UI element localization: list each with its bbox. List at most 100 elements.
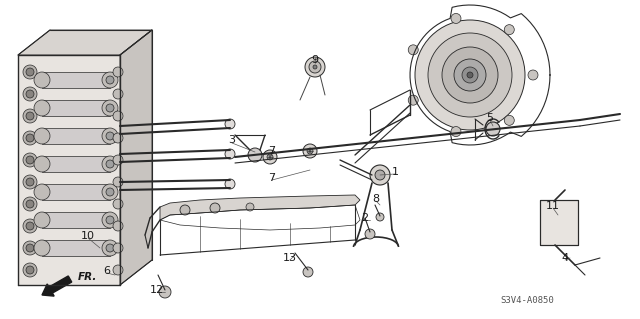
Circle shape (26, 112, 34, 120)
Circle shape (428, 33, 512, 117)
Text: 6: 6 (104, 266, 111, 276)
Circle shape (23, 131, 37, 145)
Polygon shape (18, 30, 152, 55)
Circle shape (113, 265, 123, 275)
Circle shape (376, 213, 384, 221)
Circle shape (106, 188, 114, 196)
Circle shape (528, 70, 538, 80)
Circle shape (451, 127, 461, 137)
Circle shape (26, 178, 34, 186)
Text: 11: 11 (546, 201, 560, 211)
Circle shape (408, 45, 418, 55)
Circle shape (23, 241, 37, 255)
Circle shape (23, 87, 37, 101)
Circle shape (34, 72, 50, 88)
Polygon shape (18, 55, 120, 285)
Circle shape (34, 128, 50, 144)
Circle shape (486, 122, 500, 136)
Circle shape (26, 266, 34, 274)
Circle shape (26, 200, 34, 208)
Text: 7: 7 (268, 146, 276, 156)
Circle shape (415, 20, 525, 130)
Polygon shape (160, 195, 360, 220)
Circle shape (442, 47, 498, 103)
Circle shape (34, 212, 50, 228)
Circle shape (26, 244, 34, 252)
Circle shape (313, 65, 317, 69)
Circle shape (106, 132, 114, 140)
Polygon shape (42, 100, 110, 116)
Circle shape (26, 156, 34, 164)
Circle shape (102, 156, 118, 172)
Circle shape (113, 67, 123, 77)
Circle shape (180, 205, 190, 215)
Circle shape (23, 219, 37, 233)
Text: S3V4-A0850: S3V4-A0850 (500, 296, 554, 305)
Circle shape (34, 100, 50, 116)
Circle shape (375, 170, 385, 180)
Circle shape (102, 100, 118, 116)
Circle shape (159, 286, 171, 298)
Circle shape (102, 72, 118, 88)
Circle shape (113, 177, 123, 187)
Circle shape (26, 90, 34, 98)
Text: 9: 9 (312, 55, 319, 65)
Circle shape (34, 240, 50, 256)
Polygon shape (42, 128, 110, 144)
Circle shape (23, 109, 37, 123)
Circle shape (225, 149, 235, 159)
Circle shape (113, 111, 123, 121)
Circle shape (267, 154, 273, 160)
Circle shape (26, 134, 34, 142)
Circle shape (504, 25, 515, 35)
Circle shape (246, 203, 254, 211)
Text: 7: 7 (268, 173, 276, 183)
Circle shape (26, 68, 34, 76)
Circle shape (365, 229, 375, 239)
Circle shape (106, 160, 114, 168)
Text: 3: 3 (228, 135, 236, 145)
Circle shape (106, 244, 114, 252)
Circle shape (113, 221, 123, 231)
Circle shape (370, 165, 390, 185)
Text: 12: 12 (150, 285, 164, 295)
Text: 1: 1 (392, 167, 399, 177)
Text: 4: 4 (561, 253, 568, 263)
Circle shape (23, 153, 37, 167)
Circle shape (102, 212, 118, 228)
Circle shape (504, 115, 515, 125)
Circle shape (454, 59, 486, 91)
Circle shape (106, 216, 114, 224)
Circle shape (113, 89, 123, 99)
FancyArrow shape (42, 276, 72, 296)
Text: 10: 10 (81, 231, 95, 241)
Circle shape (113, 155, 123, 165)
Circle shape (307, 148, 313, 154)
Circle shape (303, 267, 313, 277)
Circle shape (248, 148, 262, 162)
Circle shape (26, 222, 34, 230)
Circle shape (309, 61, 321, 73)
Text: 5: 5 (486, 113, 493, 123)
Circle shape (23, 263, 37, 277)
Text: FR.: FR. (78, 272, 97, 282)
Circle shape (303, 144, 317, 158)
Circle shape (408, 95, 418, 105)
Circle shape (34, 156, 50, 172)
Circle shape (305, 57, 325, 77)
Circle shape (225, 179, 235, 189)
Circle shape (263, 150, 277, 164)
Text: 8: 8 (372, 194, 380, 204)
Circle shape (23, 197, 37, 211)
Polygon shape (42, 184, 110, 200)
Circle shape (23, 175, 37, 189)
Circle shape (34, 184, 50, 200)
Polygon shape (42, 72, 110, 88)
Polygon shape (120, 30, 152, 285)
Circle shape (467, 72, 473, 78)
Circle shape (106, 76, 114, 84)
Text: 13: 13 (283, 253, 297, 263)
Circle shape (113, 243, 123, 253)
Bar (540, 200, 578, 245)
Polygon shape (42, 156, 110, 172)
